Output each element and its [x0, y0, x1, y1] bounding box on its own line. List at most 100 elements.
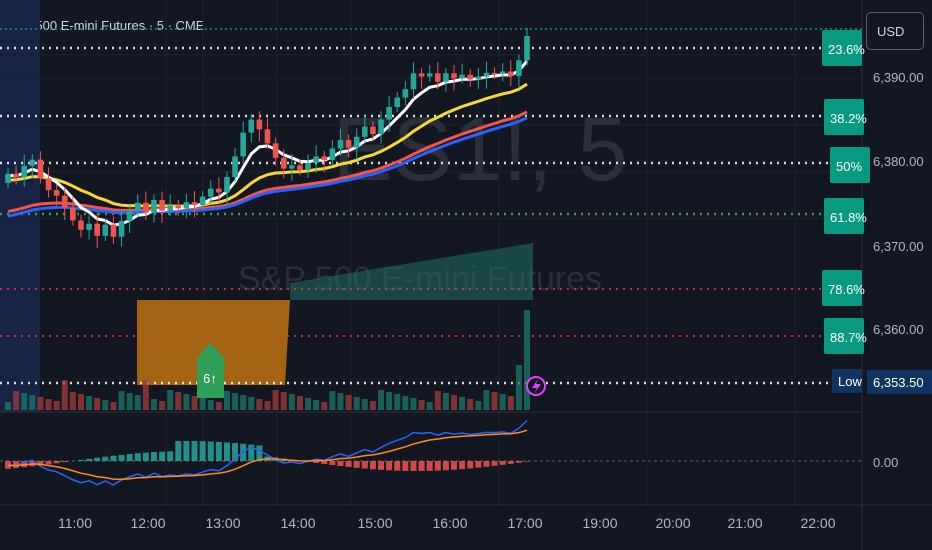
candle-body: [110, 224, 117, 237]
volume-bar: [305, 398, 312, 410]
macd-hist: [199, 441, 206, 461]
volume-bar: [232, 393, 239, 410]
volume-bar: [296, 396, 303, 410]
candle-body: [118, 220, 125, 237]
volume-bar: [37, 397, 44, 410]
volume-bar: [21, 393, 28, 410]
time-tick: 15:00: [357, 515, 392, 531]
volume-bar: [361, 399, 368, 410]
macd-hist: [134, 453, 141, 461]
candle-body: [443, 73, 449, 82]
fib-label-bg: [824, 198, 864, 234]
macd-hist: [321, 461, 328, 464]
macd-hist: [13, 461, 20, 469]
macd-hist: [337, 461, 344, 467]
volume-bar: [410, 398, 417, 410]
candle-body: [134, 202, 141, 212]
candle-body: [13, 173, 19, 178]
candle-body: [102, 224, 109, 236]
macd-hist: [167, 451, 174, 461]
fib-label: 23.6%: [828, 42, 865, 57]
candle-body: [224, 177, 230, 193]
macd-hist: [183, 441, 190, 461]
candle-body: [370, 126, 376, 135]
macd-hist: [386, 461, 393, 471]
volume-bar: [45, 399, 52, 410]
volume-bar: [248, 397, 255, 410]
candle-body: [183, 202, 190, 209]
fib-label: Low: [838, 374, 862, 389]
candle-body: [394, 97, 401, 107]
volume-bar: [369, 401, 376, 410]
candle-body: [426, 73, 433, 77]
currency-button[interactable]: USD: [866, 12, 924, 50]
macd-hist: [483, 461, 490, 467]
right-labels: 6,390.00 6,380.00 6,370.00 6,360.00 6,353.50…: [822, 30, 932, 470]
macd-hist: [329, 461, 336, 466]
candle-body: [216, 188, 222, 193]
volume-bar: [142, 380, 149, 410]
macd-hist: [345, 461, 352, 467]
volume-bar: [483, 390, 490, 410]
volume-bar: [110, 402, 117, 410]
macd-hist: [45, 461, 52, 465]
price-tick: 6,370.00: [873, 239, 924, 254]
fib-label-bg: [824, 99, 864, 135]
time-tick: 11:00: [58, 515, 92, 531]
macd-line: [7, 419, 528, 486]
candle-body: [151, 199, 157, 213]
time-tick: 20:00: [655, 515, 690, 531]
volume-bar: [491, 392, 498, 410]
orange-zone: [137, 300, 290, 385]
macd-hist: [451, 461, 458, 470]
low-price-label: 6,353.50: [873, 375, 924, 390]
signal-box-label: 6↑: [203, 371, 217, 386]
macd-hist: [118, 454, 125, 461]
candle-body: [53, 190, 60, 196]
macd-hist: [499, 461, 506, 465]
volume-bar: [345, 395, 352, 410]
candle-body: [378, 119, 384, 135]
macd-hist: [102, 456, 109, 461]
candle-body: [175, 205, 182, 209]
volume-bar: [467, 399, 474, 410]
volume-bar: [451, 395, 458, 410]
macd-hist: [442, 461, 449, 471]
candle-body: [459, 74, 465, 79]
candle-body: [143, 202, 149, 213]
volume-bar: [264, 401, 271, 410]
volume-bar: [524, 310, 530, 410]
time-tick: 14:00: [280, 515, 315, 531]
price-tick: 0.00: [873, 455, 898, 470]
macd-hist: [53, 461, 60, 464]
volume-bar: [223, 391, 230, 410]
price-tick: 6,380.00: [873, 154, 924, 169]
macd-panel: [0, 419, 862, 486]
macd-hist: [507, 461, 514, 464]
signal-marker: 6↑: [197, 343, 546, 398]
volume-bar: [426, 402, 433, 410]
candle-body: [207, 188, 214, 197]
ema-red: [7, 110, 528, 213]
macd-hist: [248, 444, 255, 461]
time-axis: 11:00 12:00 13:00 14:00 15:00 16:00 17:00 19:00…: [58, 515, 836, 531]
volume-bar: [402, 396, 409, 410]
volume-bar: [175, 392, 182, 410]
candle-body: [167, 205, 173, 211]
macd-hist: [215, 441, 222, 461]
candle-body: [126, 211, 133, 221]
candle-body: [321, 156, 328, 161]
candle-body: [78, 220, 84, 230]
candle-body: [280, 157, 287, 169]
candle-body: [337, 140, 344, 149]
macd-hist: [126, 453, 133, 461]
volume-bar: [507, 396, 514, 410]
candle-body: [507, 71, 514, 77]
signal-box: [197, 343, 224, 398]
volume-bar: [53, 401, 60, 410]
volume-bar: [353, 397, 360, 410]
candle-body: [248, 119, 255, 133]
volume-bar: [313, 400, 320, 410]
volume-bar: [134, 395, 141, 410]
